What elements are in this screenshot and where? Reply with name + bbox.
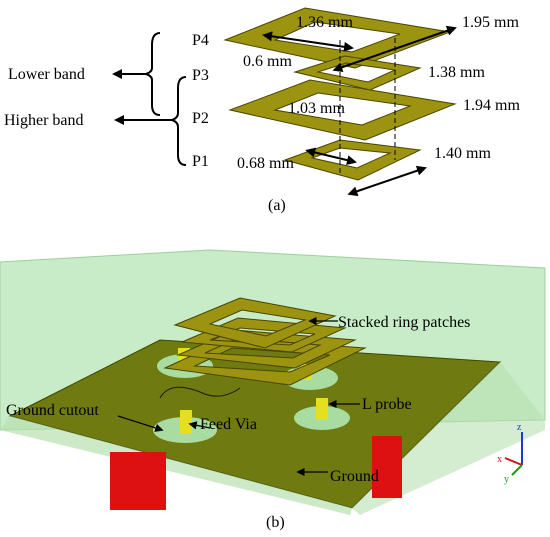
brace-higher — [172, 77, 186, 165]
dimension: 1.03 mm — [288, 100, 345, 117]
callout-label: Feed Via — [200, 416, 257, 433]
patch-label: P4 — [192, 32, 209, 49]
axis-label: z — [517, 422, 522, 433]
axis-label: x — [497, 454, 502, 465]
callout-label: Stacked ring patches — [338, 314, 470, 331]
axis-label: y — [504, 474, 509, 485]
callout-label: Ground cutout — [6, 402, 99, 419]
dimension: 1.95 mm — [462, 14, 519, 31]
dimension: 0.6 mm — [243, 53, 292, 70]
patch-label: P1 — [192, 153, 209, 170]
antenna-model — [0, 250, 545, 515]
caption: (b) — [266, 514, 285, 531]
axis-x — [505, 458, 522, 465]
via — [180, 410, 192, 434]
patch-label: P3 — [192, 67, 209, 84]
band-label: Lower band — [8, 66, 85, 83]
port — [372, 436, 402, 498]
via — [316, 398, 328, 420]
dimension: 1.38 mm — [428, 64, 485, 81]
figure: P4 P3 P2 P1 Lower band Higher band 1.36 … — [0, 0, 550, 537]
dimension: 1.94 mm — [463, 97, 520, 114]
dimension: 1.40 mm — [434, 145, 491, 162]
band-label: Higher band — [4, 112, 84, 129]
brace-lower — [146, 33, 160, 115]
dimension: 0.68 mm — [237, 155, 294, 172]
callout-label: L probe — [362, 396, 412, 413]
axis-y — [512, 465, 522, 475]
patch-label: P2 — [192, 110, 209, 127]
caption: (a) — [268, 197, 286, 214]
dimension: 1.36 mm — [296, 14, 353, 31]
port — [110, 452, 166, 510]
callout-label: Ground — [330, 468, 379, 485]
ring-p1 — [285, 140, 420, 180]
